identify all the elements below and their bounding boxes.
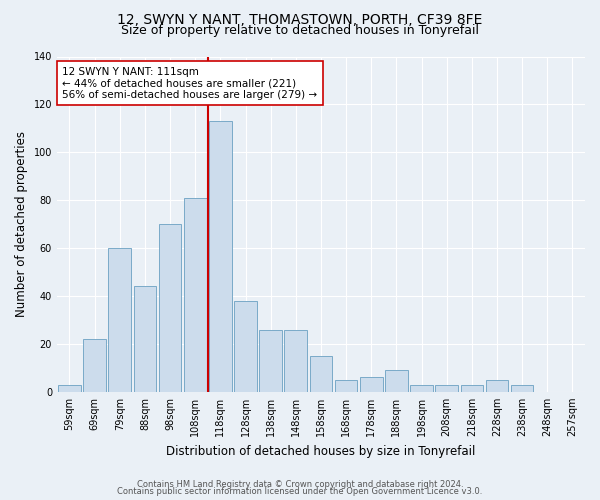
Bar xyxy=(184,198,206,392)
Bar xyxy=(209,121,232,392)
Bar xyxy=(385,370,408,392)
Bar xyxy=(159,224,181,392)
Bar xyxy=(259,330,282,392)
Bar xyxy=(461,384,483,392)
Text: Contains public sector information licensed under the Open Government Licence v3: Contains public sector information licen… xyxy=(118,487,482,496)
Bar xyxy=(511,384,533,392)
Bar xyxy=(335,380,358,392)
X-axis label: Distribution of detached houses by size in Tonyrefail: Distribution of detached houses by size … xyxy=(166,444,476,458)
Bar xyxy=(109,248,131,392)
Bar xyxy=(410,384,433,392)
Text: Size of property relative to detached houses in Tonyrefail: Size of property relative to detached ho… xyxy=(121,24,479,37)
Bar xyxy=(58,384,81,392)
Bar xyxy=(284,330,307,392)
Text: 12, SWYN Y NANT, THOMASTOWN, PORTH, CF39 8FE: 12, SWYN Y NANT, THOMASTOWN, PORTH, CF39… xyxy=(118,12,482,26)
Bar xyxy=(134,286,156,392)
Bar xyxy=(310,356,332,392)
Bar xyxy=(360,378,383,392)
Text: Contains HM Land Registry data © Crown copyright and database right 2024.: Contains HM Land Registry data © Crown c… xyxy=(137,480,463,489)
Bar xyxy=(436,384,458,392)
Bar xyxy=(485,380,508,392)
Y-axis label: Number of detached properties: Number of detached properties xyxy=(15,131,28,317)
Bar xyxy=(234,301,257,392)
Bar xyxy=(83,339,106,392)
Text: 12 SWYN Y NANT: 111sqm
← 44% of detached houses are smaller (221)
56% of semi-de: 12 SWYN Y NANT: 111sqm ← 44% of detached… xyxy=(62,66,317,100)
